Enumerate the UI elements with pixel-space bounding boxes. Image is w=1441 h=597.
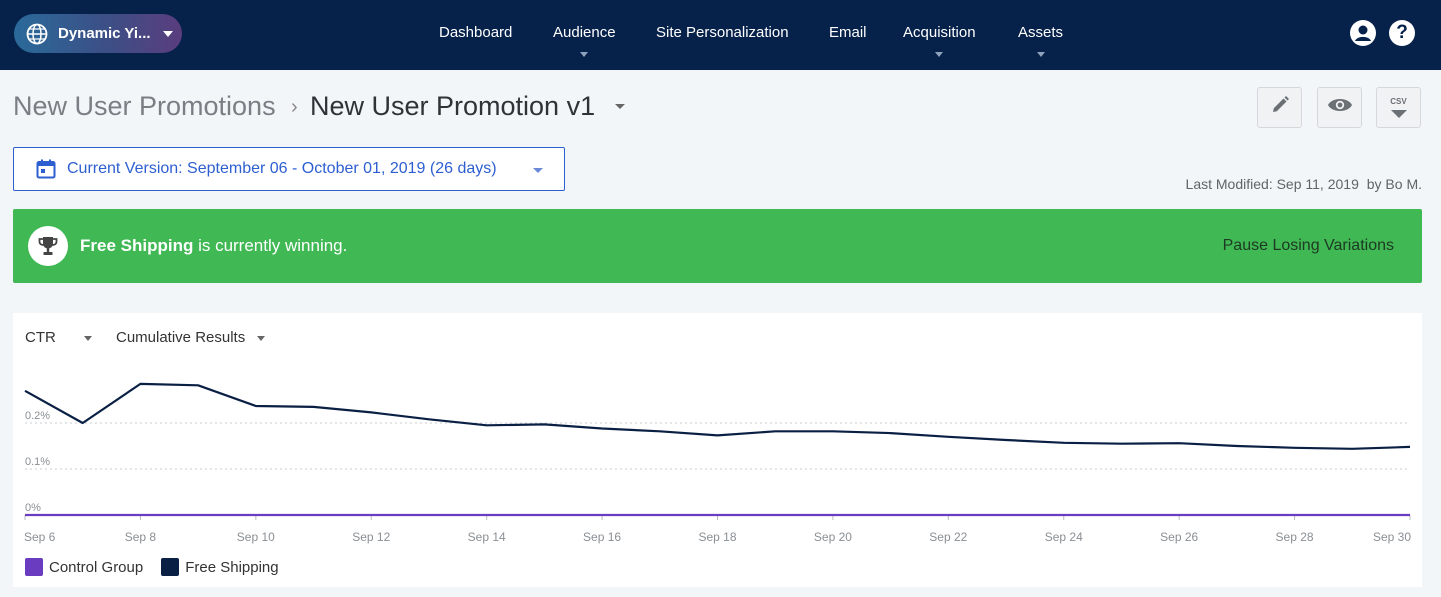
csv-download-icon: CSV	[1390, 97, 1408, 119]
y-tick-label: 0%	[25, 502, 41, 514]
x-tick-label: Sep 20	[814, 530, 852, 544]
user-account-icon[interactable]	[1350, 20, 1376, 46]
results-chart-card: CTR Cumulative Results 0% 0.1% 0.2% Sep 6 Se…	[13, 313, 1422, 587]
site-selector[interactable]: Dynamic Yi...	[14, 14, 182, 53]
csv-label: CSV	[1390, 96, 1407, 106]
y-tick-label: 0.2%	[25, 410, 50, 422]
legend-item-free-shipping[interactable]: Free Shipping	[161, 558, 279, 576]
nav-email[interactable]: Email	[829, 24, 867, 41]
x-tick-label: Sep 14	[468, 530, 506, 544]
last-modified-date: Last Modified: Sep 11, 2019	[1185, 176, 1359, 192]
chart-legend: Control Group Free Shipping	[25, 558, 297, 576]
legend-label: Control Group	[49, 558, 144, 576]
winner-banner: Free Shipping is currently winning. Paus…	[13, 209, 1422, 283]
x-tick-label: Sep 10	[237, 530, 275, 544]
nav-acquisition[interactable]: Acquisition	[903, 24, 976, 57]
breadcrumb-separator: ›	[291, 96, 298, 118]
ctr-line-chart: 0% 0.1% 0.2% Sep 6 Sep 8 Sep 10 Sep 12 Sep 14 Se…	[24, 382, 1411, 544]
winner-variation-name: Free Shipping	[80, 236, 194, 255]
x-tick-label: Sep 12	[352, 530, 390, 544]
x-tick-label: Sep 8	[125, 530, 157, 544]
nav-dashboard[interactable]: Dashboard	[439, 24, 513, 41]
x-tick-label: Sep 26	[1160, 530, 1198, 544]
top-navigation-bar: Dynamic Yi... Dashboard Audience Site Pe…	[0, 0, 1441, 70]
chevron-down-icon	[257, 335, 266, 341]
x-tick-label: Sep 28	[1276, 530, 1314, 544]
trophy-icon	[28, 226, 68, 266]
nav-assets[interactable]: Assets	[1018, 24, 1063, 57]
y-tick-label: 0.1%	[25, 456, 50, 468]
x-tick-label: Sep 24	[1045, 530, 1083, 544]
preview-button[interactable]	[1317, 87, 1362, 128]
last-modified: Last Modified: Sep 11, 2019 by Bo M.	[1186, 176, 1422, 192]
results-mode-label: Cumulative Results	[116, 329, 246, 346]
results-mode-selector[interactable]: Cumulative Results	[116, 329, 266, 346]
chevron-down-icon	[533, 168, 543, 173]
x-tick-label: Sep 6	[24, 530, 56, 544]
page-title: New User Promotion v1	[310, 91, 596, 121]
chevron-down-icon	[580, 52, 589, 57]
site-name: Dynamic Yi...	[58, 25, 151, 42]
x-tick-label: Sep 22	[929, 530, 967, 544]
eye-icon	[1327, 96, 1353, 119]
csv-export-button[interactable]: CSV	[1376, 87, 1421, 128]
version-label: Current Version: September 06 - October …	[67, 160, 497, 177]
chevron-down-icon[interactable]	[615, 104, 625, 109]
legend-item-control-group[interactable]: Control Group	[25, 558, 143, 576]
legend-label: Free Shipping	[185, 558, 279, 576]
metric-label: CTR	[25, 329, 56, 346]
pencil-icon	[1270, 95, 1290, 120]
calendar-icon	[36, 159, 56, 179]
legend-swatch	[161, 558, 180, 576]
nav-site-personalization[interactable]: Site Personalization	[656, 24, 789, 41]
chevron-down-icon	[162, 30, 173, 37]
edit-button[interactable]	[1257, 87, 1302, 128]
x-tick-label: Sep 18	[698, 530, 736, 544]
globe-icon	[26, 23, 48, 45]
breadcrumb-parent[interactable]: New User Promotions	[13, 91, 276, 121]
metric-selector[interactable]: CTR	[25, 329, 92, 346]
nav-audience[interactable]: Audience	[553, 24, 616, 57]
winner-message: Free Shipping is currently winning.	[80, 236, 347, 256]
legend-swatch	[25, 558, 43, 576]
x-tick-label: Sep 30	[1373, 530, 1411, 544]
x-tick-label: Sep 16	[583, 530, 621, 544]
pause-losing-variations-button[interactable]: Pause Losing Variations	[1222, 237, 1394, 254]
chevron-down-icon	[83, 335, 92, 341]
series-line-free-shipping[interactable]	[24, 382, 1411, 450]
last-modified-by: by Bo M.	[1366, 176, 1422, 192]
chevron-down-icon	[1036, 52, 1045, 57]
version-date-selector[interactable]: Current Version: September 06 - October …	[13, 147, 565, 191]
chevron-down-icon	[935, 52, 944, 57]
help-icon[interactable]: ?	[1389, 20, 1415, 46]
winner-message-suffix: is currently winning.	[193, 236, 348, 255]
